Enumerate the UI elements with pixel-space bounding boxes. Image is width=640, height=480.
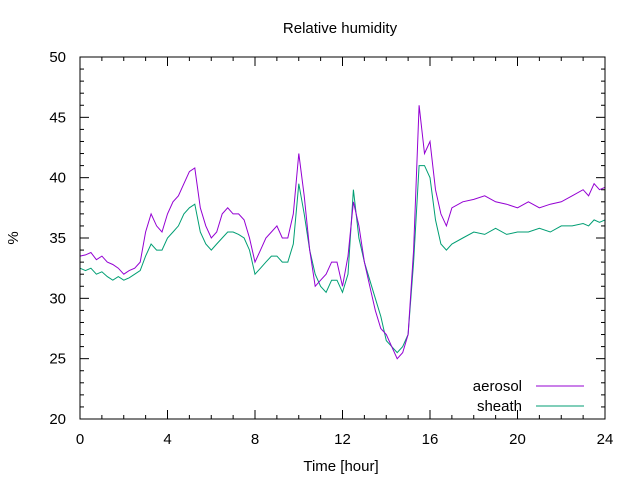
x-tick-label: 24 xyxy=(597,431,614,448)
plot-frame xyxy=(79,56,606,420)
legend: aerosol sheath xyxy=(473,378,584,415)
x-tick-label: 12 xyxy=(334,431,351,448)
y-tick-label: 30 xyxy=(49,290,66,307)
y-tick-label: 20 xyxy=(49,411,66,428)
legend-label-aerosol: aerosol xyxy=(473,378,522,395)
x-tick-label: 8 xyxy=(251,431,259,448)
x-tick-label: 20 xyxy=(509,431,526,448)
series-group xyxy=(79,105,606,360)
y-tick-label: 45 xyxy=(49,109,66,126)
x-tick-label: 16 xyxy=(422,431,439,448)
x-axis-label: Time [hour] xyxy=(303,458,378,475)
y-axis-label: % xyxy=(5,231,22,244)
chart-title: Relative humidity xyxy=(283,20,398,37)
series-line-aerosol xyxy=(79,105,606,360)
legend-label-sheath: sheath xyxy=(477,398,522,415)
y-tick-label: 40 xyxy=(49,170,66,187)
series-line-sheath xyxy=(79,165,606,354)
y-tick-label: 25 xyxy=(49,351,66,368)
y-axis-ticks: 20 25 30 35 40 45 50 xyxy=(49,49,605,428)
y-tick-label: 35 xyxy=(49,230,66,247)
x-axis-ticks: 0 4 8 12 16 20 24 xyxy=(76,57,614,448)
x-tick-label: 4 xyxy=(163,431,171,448)
x-tick-label: 0 xyxy=(76,431,84,448)
y-tick-label: 50 xyxy=(49,49,66,66)
